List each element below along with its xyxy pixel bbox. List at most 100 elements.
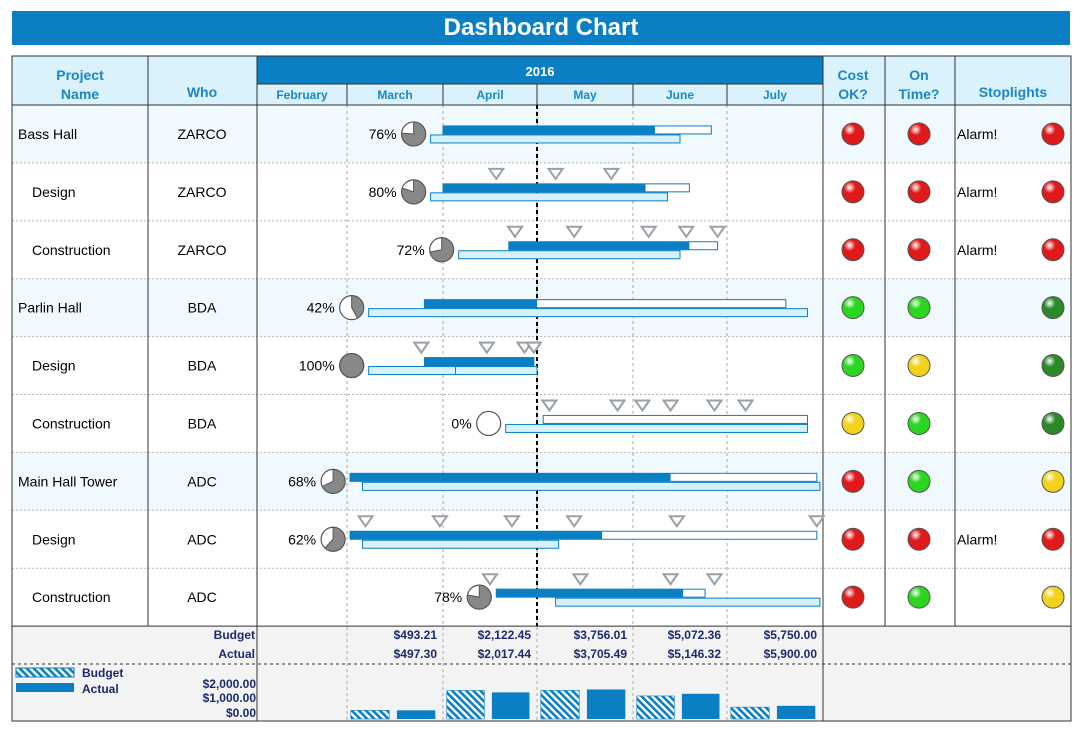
month-band [257,84,823,105]
cost-ok-light [841,354,865,378]
actual-bar [555,597,821,607]
progress-pie-fill [339,352,365,379]
legend-label-actual: Actual [82,682,119,696]
footer-budget-value: $3,756.01 [574,628,628,642]
header-project-name: Project [56,67,104,83]
progress-percent: 42% [307,300,335,316]
stoplight [1041,296,1065,320]
on-time-light [907,122,931,146]
header-month: June [666,88,694,102]
progress-percent: 0% [451,415,471,431]
legend-swatch-actual [16,683,74,692]
progress-pie-fill [324,526,346,552]
milestone-marker [705,399,724,413]
header-month: May [573,88,597,102]
stoplight [1041,122,1065,146]
milestone-marker [540,399,559,413]
footer-budget-label: Budget [214,628,255,642]
progress-percent: 76% [369,126,397,142]
stoplight [1041,180,1065,204]
row-name: Design [32,358,76,374]
row-who: ADC [187,473,217,489]
actual-bar [458,250,681,260]
header-bg [823,56,1071,105]
budget-bar-june [636,695,675,720]
actual-bar [368,308,809,318]
milestone-marker [546,167,565,181]
budget-bar-april [446,690,485,720]
progress-percent: 80% [369,184,397,200]
actual-bar-may [586,689,626,719]
cost-ok-light [841,238,865,262]
y-tick-label: $1,000.00 [203,691,257,705]
cost-ok-light [841,180,865,204]
milestone-marker [639,225,658,239]
milestone-marker [412,341,431,355]
on-time-light [907,527,931,551]
actual-bar [361,481,821,491]
actual-bar [361,539,560,549]
progress-percent: 78% [434,589,462,605]
milestone-marker [481,573,499,586]
footer-actual-value: $3,705.49 [574,647,628,661]
header-on-time: On [909,67,928,83]
cost-ok-light [841,585,865,609]
footer-actual-label: Actual [218,647,255,661]
plan-progress-bar [424,357,534,366]
progress-pie [476,410,502,437]
footer-actual-value: $5,146.32 [668,647,722,661]
budget-bar-march [350,710,390,720]
cost-ok-light [841,122,865,146]
row-name: Design [32,531,76,547]
alarm-label: Alarm! [957,242,997,258]
row-who: BDA [188,415,217,431]
row-who: ZARCO [178,242,227,258]
milestone-marker [602,167,621,181]
row-who: ADC [187,589,217,605]
progress-percent: 100% [299,358,335,374]
row-who: ZARCO [178,184,227,200]
plan-bar [542,414,809,424]
stoplight [1041,469,1065,493]
header-bg [12,56,257,105]
progress-percent: 68% [288,473,316,489]
milestone-marker [506,225,524,239]
page-title: Dashboard Chart [12,11,1070,45]
plan-progress-bar [443,183,646,192]
legend-swatch-budget [15,667,75,678]
header-month: March [377,88,412,102]
plan-progress-bar [496,589,684,598]
plan-progress-bar [508,241,690,250]
row-who: BDA [188,358,217,374]
milestone-marker [807,515,826,529]
row-who: BDA [188,300,217,316]
milestone-marker [705,573,724,586]
year-band [257,56,823,84]
alarm-label: Alarm! [957,531,997,547]
header-cost-ok: OK? [838,86,868,102]
alarm-label: Alarm! [957,126,997,142]
footer-budget-value: $493.21 [394,628,438,642]
on-time-light [907,238,931,262]
footer-actual-value: $2,017.44 [478,647,532,661]
progress-percent: 62% [288,531,316,547]
plan-progress-bar [424,299,537,308]
row-name: Construction [32,415,111,431]
row-who: ADC [187,531,217,547]
milestone-marker [430,515,449,529]
actual-bar-july [776,705,816,719]
progress-pie-fill [401,121,427,147]
footer-budget-value: $5,750.00 [764,628,818,642]
milestone-marker [677,225,696,239]
milestone-marker [608,399,627,413]
milestone-marker [565,515,584,529]
milestone-marker [356,515,375,529]
actual-bar [430,192,668,202]
header-month: April [476,88,503,102]
y-tick-label: $0.00 [226,706,256,720]
footer-budget-value: $5,072.36 [668,628,722,642]
actual-bar [430,134,681,144]
budget-bar-may [540,690,580,720]
progress-pie-fill [351,295,365,319]
row-name: Construction [32,589,111,605]
